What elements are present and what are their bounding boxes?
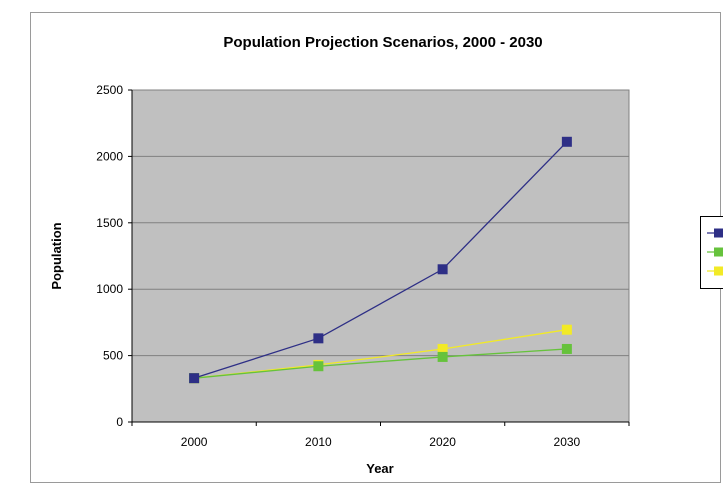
y-axis-ticks: 0 500 1000 1500 2000 2500	[96, 83, 132, 429]
y-tick-label: 500	[103, 349, 123, 363]
data-point	[437, 264, 448, 275]
x-axis-ticks: 2000 2010 2020 2030	[131, 422, 630, 449]
data-point	[313, 361, 324, 372]
data-point	[561, 324, 572, 335]
x-tick-label: 2030	[554, 435, 581, 449]
y-tick-label: 2000	[96, 149, 123, 163]
x-tick-label: 2010	[305, 435, 332, 449]
legend-entry: Trend	[707, 266, 723, 276]
series-group	[189, 136, 572, 384]
data-point	[437, 351, 448, 362]
y-tick-label: 1000	[96, 282, 123, 296]
y-tick-label: 2500	[96, 83, 123, 97]
data-point	[437, 343, 448, 354]
x-tick-label: 2020	[429, 435, 456, 449]
legend-items: Trend Trend Trend	[707, 228, 723, 276]
data-point	[561, 136, 572, 147]
series-line	[194, 348, 567, 379]
gridlines	[132, 89, 629, 357]
y-axis-label: Population	[49, 222, 64, 289]
data-point	[313, 333, 324, 344]
series-line	[193, 141, 568, 379]
y-tick-label: 1500	[96, 216, 123, 230]
legend: Trend Trend Trend	[700, 216, 723, 289]
y-tick-label: 0	[116, 415, 123, 429]
legend-entry: Trend	[707, 247, 723, 257]
series-1	[189, 136, 572, 384]
data-point	[561, 343, 572, 354]
series-line	[194, 329, 567, 379]
data-point	[189, 373, 200, 384]
x-tick-label: 2000	[181, 435, 208, 449]
legend-marker	[714, 247, 723, 257]
chart-title: Population Projection Scenarios, 2000 - …	[223, 34, 542, 51]
legend-marker	[714, 266, 723, 276]
legend-entry: Trend	[707, 228, 723, 238]
legend-marker	[714, 228, 723, 238]
plot-area	[131, 89, 630, 423]
x-axis-label: Year	[366, 461, 393, 476]
